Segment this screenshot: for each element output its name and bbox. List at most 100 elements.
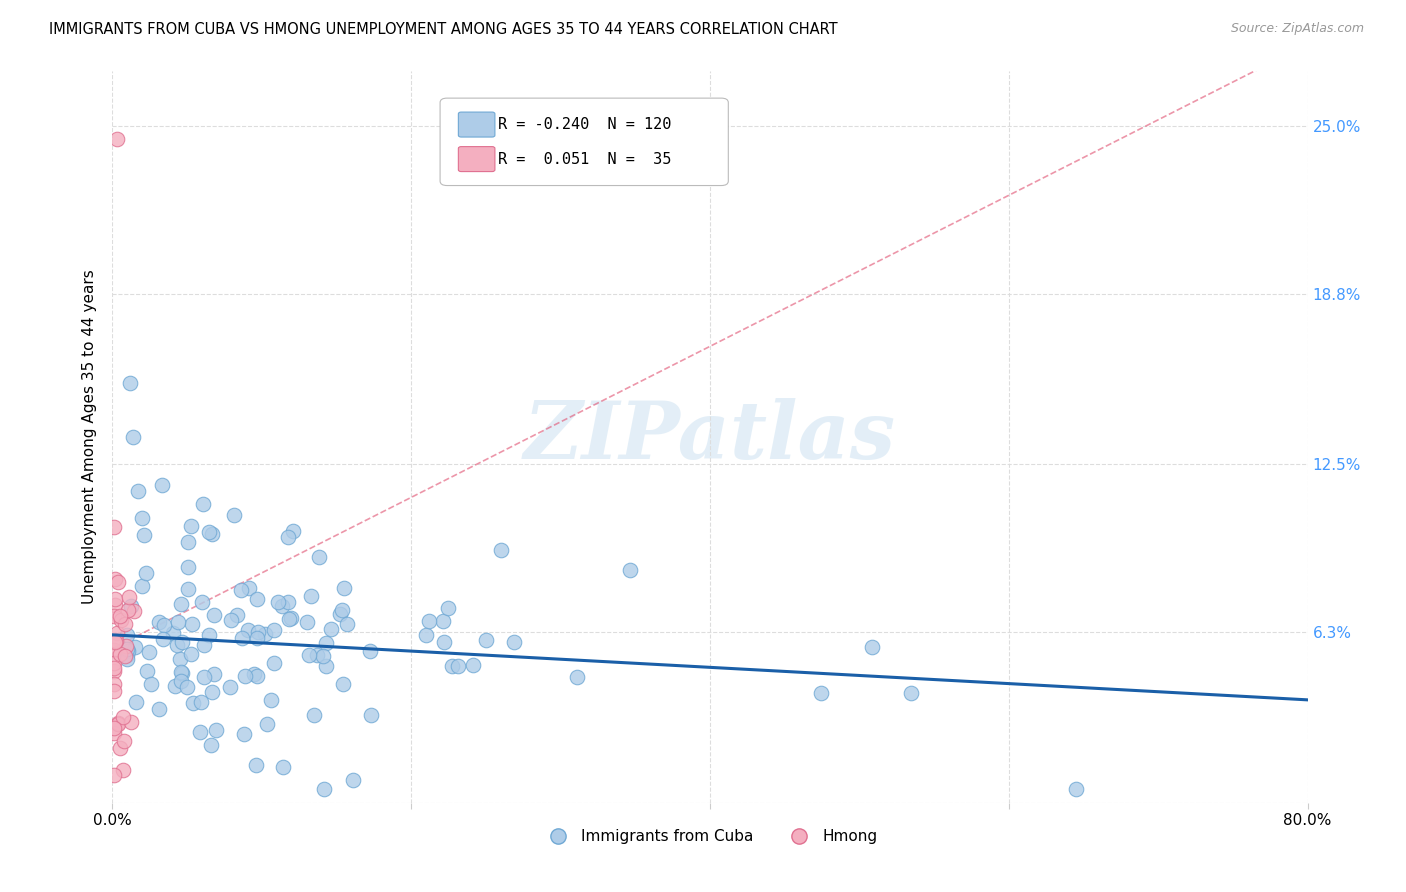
Point [335, 616, 357, 631]
Point [332, 581, 354, 595]
Point [278, 612, 301, 626]
Point [190, 695, 212, 709]
Point [238, 581, 260, 595]
Point [619, 563, 641, 577]
Point [418, 615, 440, 629]
Text: R = -0.240  N = 120: R = -0.240 N = 120 [498, 117, 671, 132]
Point [440, 658, 463, 673]
Point [246, 669, 269, 683]
Point [121, 715, 143, 730]
Point [105, 626, 128, 640]
Point [114, 648, 136, 663]
Point [307, 648, 329, 662]
Point [180, 647, 202, 661]
Point [104, 634, 127, 648]
Point [103, 725, 125, 739]
Point [114, 639, 136, 653]
Point [415, 628, 437, 642]
Point [108, 608, 131, 623]
Point [489, 543, 512, 558]
Point [245, 757, 267, 772]
Point [190, 595, 212, 609]
Point [475, 632, 498, 647]
Point [463, 657, 485, 672]
Point [263, 623, 285, 637]
Point [181, 696, 204, 710]
Point [188, 725, 211, 739]
Point [103, 661, 125, 675]
Text: R =  0.051  N =  35: R = 0.051 N = 35 [498, 152, 671, 167]
Point [103, 768, 125, 782]
Point [103, 609, 125, 624]
Point [162, 625, 184, 640]
Point [204, 607, 226, 622]
Point [900, 686, 922, 700]
Point [253, 627, 276, 641]
Text: ZIPatlas: ZIPatlas [524, 399, 896, 475]
Point [104, 599, 127, 613]
Point [219, 613, 242, 627]
Point [180, 616, 202, 631]
Point [247, 625, 270, 640]
Point [1064, 782, 1087, 797]
Y-axis label: Unemployment Among Ages 35 to 44 years: Unemployment Among Ages 35 to 44 years [82, 269, 97, 605]
Point [224, 508, 246, 523]
Point [295, 615, 318, 629]
Point [267, 595, 290, 609]
Point [103, 665, 125, 679]
Point [437, 601, 460, 615]
Point [193, 497, 215, 511]
Point [242, 667, 264, 681]
Point [152, 632, 174, 647]
Point [141, 677, 163, 691]
Point [163, 679, 186, 693]
Point [193, 670, 215, 684]
Point [433, 634, 456, 648]
Point [246, 592, 269, 607]
Point [170, 598, 193, 612]
Point [177, 582, 200, 596]
Point [332, 677, 354, 691]
Point [103, 642, 125, 657]
Point [103, 591, 125, 606]
Point [447, 659, 470, 673]
Point [315, 636, 337, 650]
Point [200, 739, 222, 753]
Point [112, 710, 135, 724]
Point [107, 715, 129, 730]
Point [150, 478, 173, 492]
Point [860, 640, 883, 655]
Point [103, 520, 125, 534]
Point [148, 702, 170, 716]
Point [172, 666, 194, 681]
Point [231, 632, 253, 646]
Point [132, 527, 155, 541]
Point [270, 599, 292, 613]
Point [277, 530, 299, 544]
Point [118, 590, 141, 604]
Point [107, 716, 129, 731]
Point [281, 524, 304, 539]
Point [136, 664, 159, 678]
Point [219, 680, 242, 694]
Point [277, 595, 299, 609]
Point [810, 686, 832, 700]
Point [170, 665, 193, 680]
Point [256, 717, 278, 731]
Point [205, 723, 228, 737]
Point [118, 376, 141, 390]
Point [298, 648, 321, 662]
Point [103, 683, 125, 698]
Point [103, 676, 125, 690]
Point [312, 649, 335, 664]
Point [121, 430, 143, 444]
Point [117, 644, 139, 658]
Point [271, 760, 294, 774]
Point [193, 638, 215, 652]
Point [124, 695, 146, 709]
Point [177, 560, 200, 574]
Point [321, 622, 343, 636]
Point [565, 670, 588, 684]
Point [131, 511, 153, 525]
Point [342, 773, 364, 788]
